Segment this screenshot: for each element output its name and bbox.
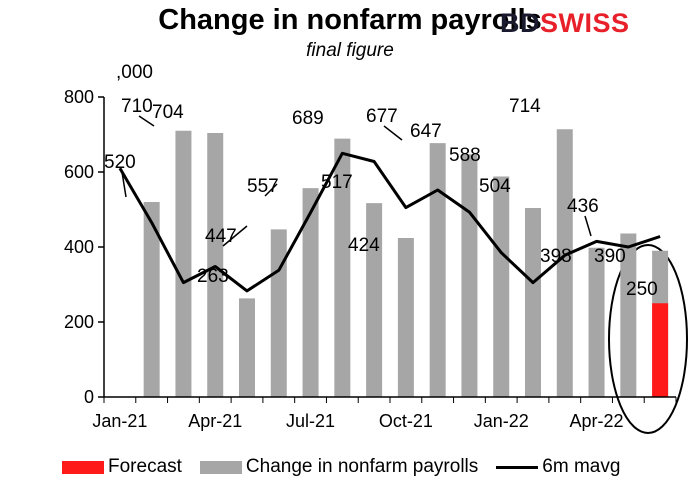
bar-payrolls (143, 202, 160, 397)
data-label: 447 (205, 226, 237, 247)
x-tick-label: Jan-22 (474, 411, 529, 431)
data-label: 250 (626, 279, 658, 300)
bar-payrolls (588, 247, 605, 397)
data-label: 263 (197, 266, 229, 287)
data-label: 504 (479, 176, 511, 197)
bar-payrolls (334, 138, 351, 397)
x-tick-label: Jul-21 (286, 411, 335, 431)
legend-label-payrolls: Change in nonfarm payrolls (245, 456, 479, 477)
brand-logo: BDSWISS (500, 8, 630, 39)
data-label: 520 (104, 152, 136, 173)
data-label: 517 (321, 172, 353, 193)
bar-payrolls (461, 154, 478, 397)
data-label-leader (383, 125, 403, 141)
data-label: 557 (247, 176, 279, 197)
data-label-leader (584, 215, 592, 237)
y-tick-label: 0 (84, 387, 94, 407)
bar-forecast (652, 303, 669, 397)
legend-item-mavg: 6m mavg (496, 456, 620, 478)
data-label: 689 (292, 108, 324, 129)
bar-payrolls (175, 130, 192, 397)
logo-text-dark: BD (500, 8, 540, 38)
legend-item-forecast: Forecast (62, 456, 182, 478)
y-tick-label: 600 (64, 162, 94, 182)
legend-swatch-mavg (496, 465, 539, 469)
y-tick-label: 400 (64, 237, 94, 257)
data-label: 390 (594, 246, 626, 267)
legend-label-forecast: Forecast (108, 456, 182, 477)
bar-payrolls (239, 298, 255, 397)
data-label: 424 (348, 235, 380, 256)
bar-payrolls (556, 129, 573, 397)
legend-item-payrolls: Change in nonfarm payrolls (199, 456, 479, 478)
legend-swatch-forecast (62, 460, 104, 474)
forecast-highlight-ellipse (608, 244, 688, 434)
bar-payrolls (207, 133, 224, 397)
x-tick-label: Apr-22 (570, 411, 624, 431)
data-label: 436 (567, 196, 599, 217)
bar-payrolls (302, 188, 319, 397)
legend-label-mavg: 6m mavg (542, 456, 621, 477)
y-tick-label: 800 (64, 87, 94, 107)
x-tick-label: Apr-21 (188, 411, 242, 431)
logo-text-brand: SWISS (540, 8, 630, 38)
line-6m-mavg (118, 151, 661, 293)
bar-payrolls (493, 176, 510, 397)
bar-payrolls (270, 229, 287, 397)
data-label: 677 (366, 106, 398, 127)
legend-swatch-payrolls (199, 460, 242, 474)
data-label: 588 (449, 145, 481, 166)
data-label: 398 (540, 246, 572, 267)
data-label-leader (264, 183, 278, 197)
chart-legend: Forecast Change in nonfarm payrolls 6m m… (62, 454, 638, 480)
data-label-leader (138, 115, 155, 127)
y-tick-label: 200 (64, 312, 94, 332)
data-label: 714 (509, 96, 541, 117)
bar-payrolls (525, 208, 541, 397)
data-label: 647 (410, 121, 442, 142)
x-tick-label: Jan-21 (92, 411, 147, 431)
x-tick-label: Oct-21 (379, 411, 433, 431)
data-label-leader (121, 171, 127, 198)
bar-payrolls (397, 238, 414, 397)
chart-title: Change in nonfarm payrolls (158, 4, 542, 36)
bar-payrolls (366, 203, 383, 397)
data-label: 710 (121, 96, 153, 117)
data-label: 704 (152, 102, 184, 123)
chart-subtitle: final figure (306, 40, 394, 61)
bar-payrolls (620, 233, 637, 397)
bar-payrolls (429, 143, 446, 397)
data-label-leader (222, 225, 248, 247)
y-unit-label: ,000 (116, 62, 153, 83)
